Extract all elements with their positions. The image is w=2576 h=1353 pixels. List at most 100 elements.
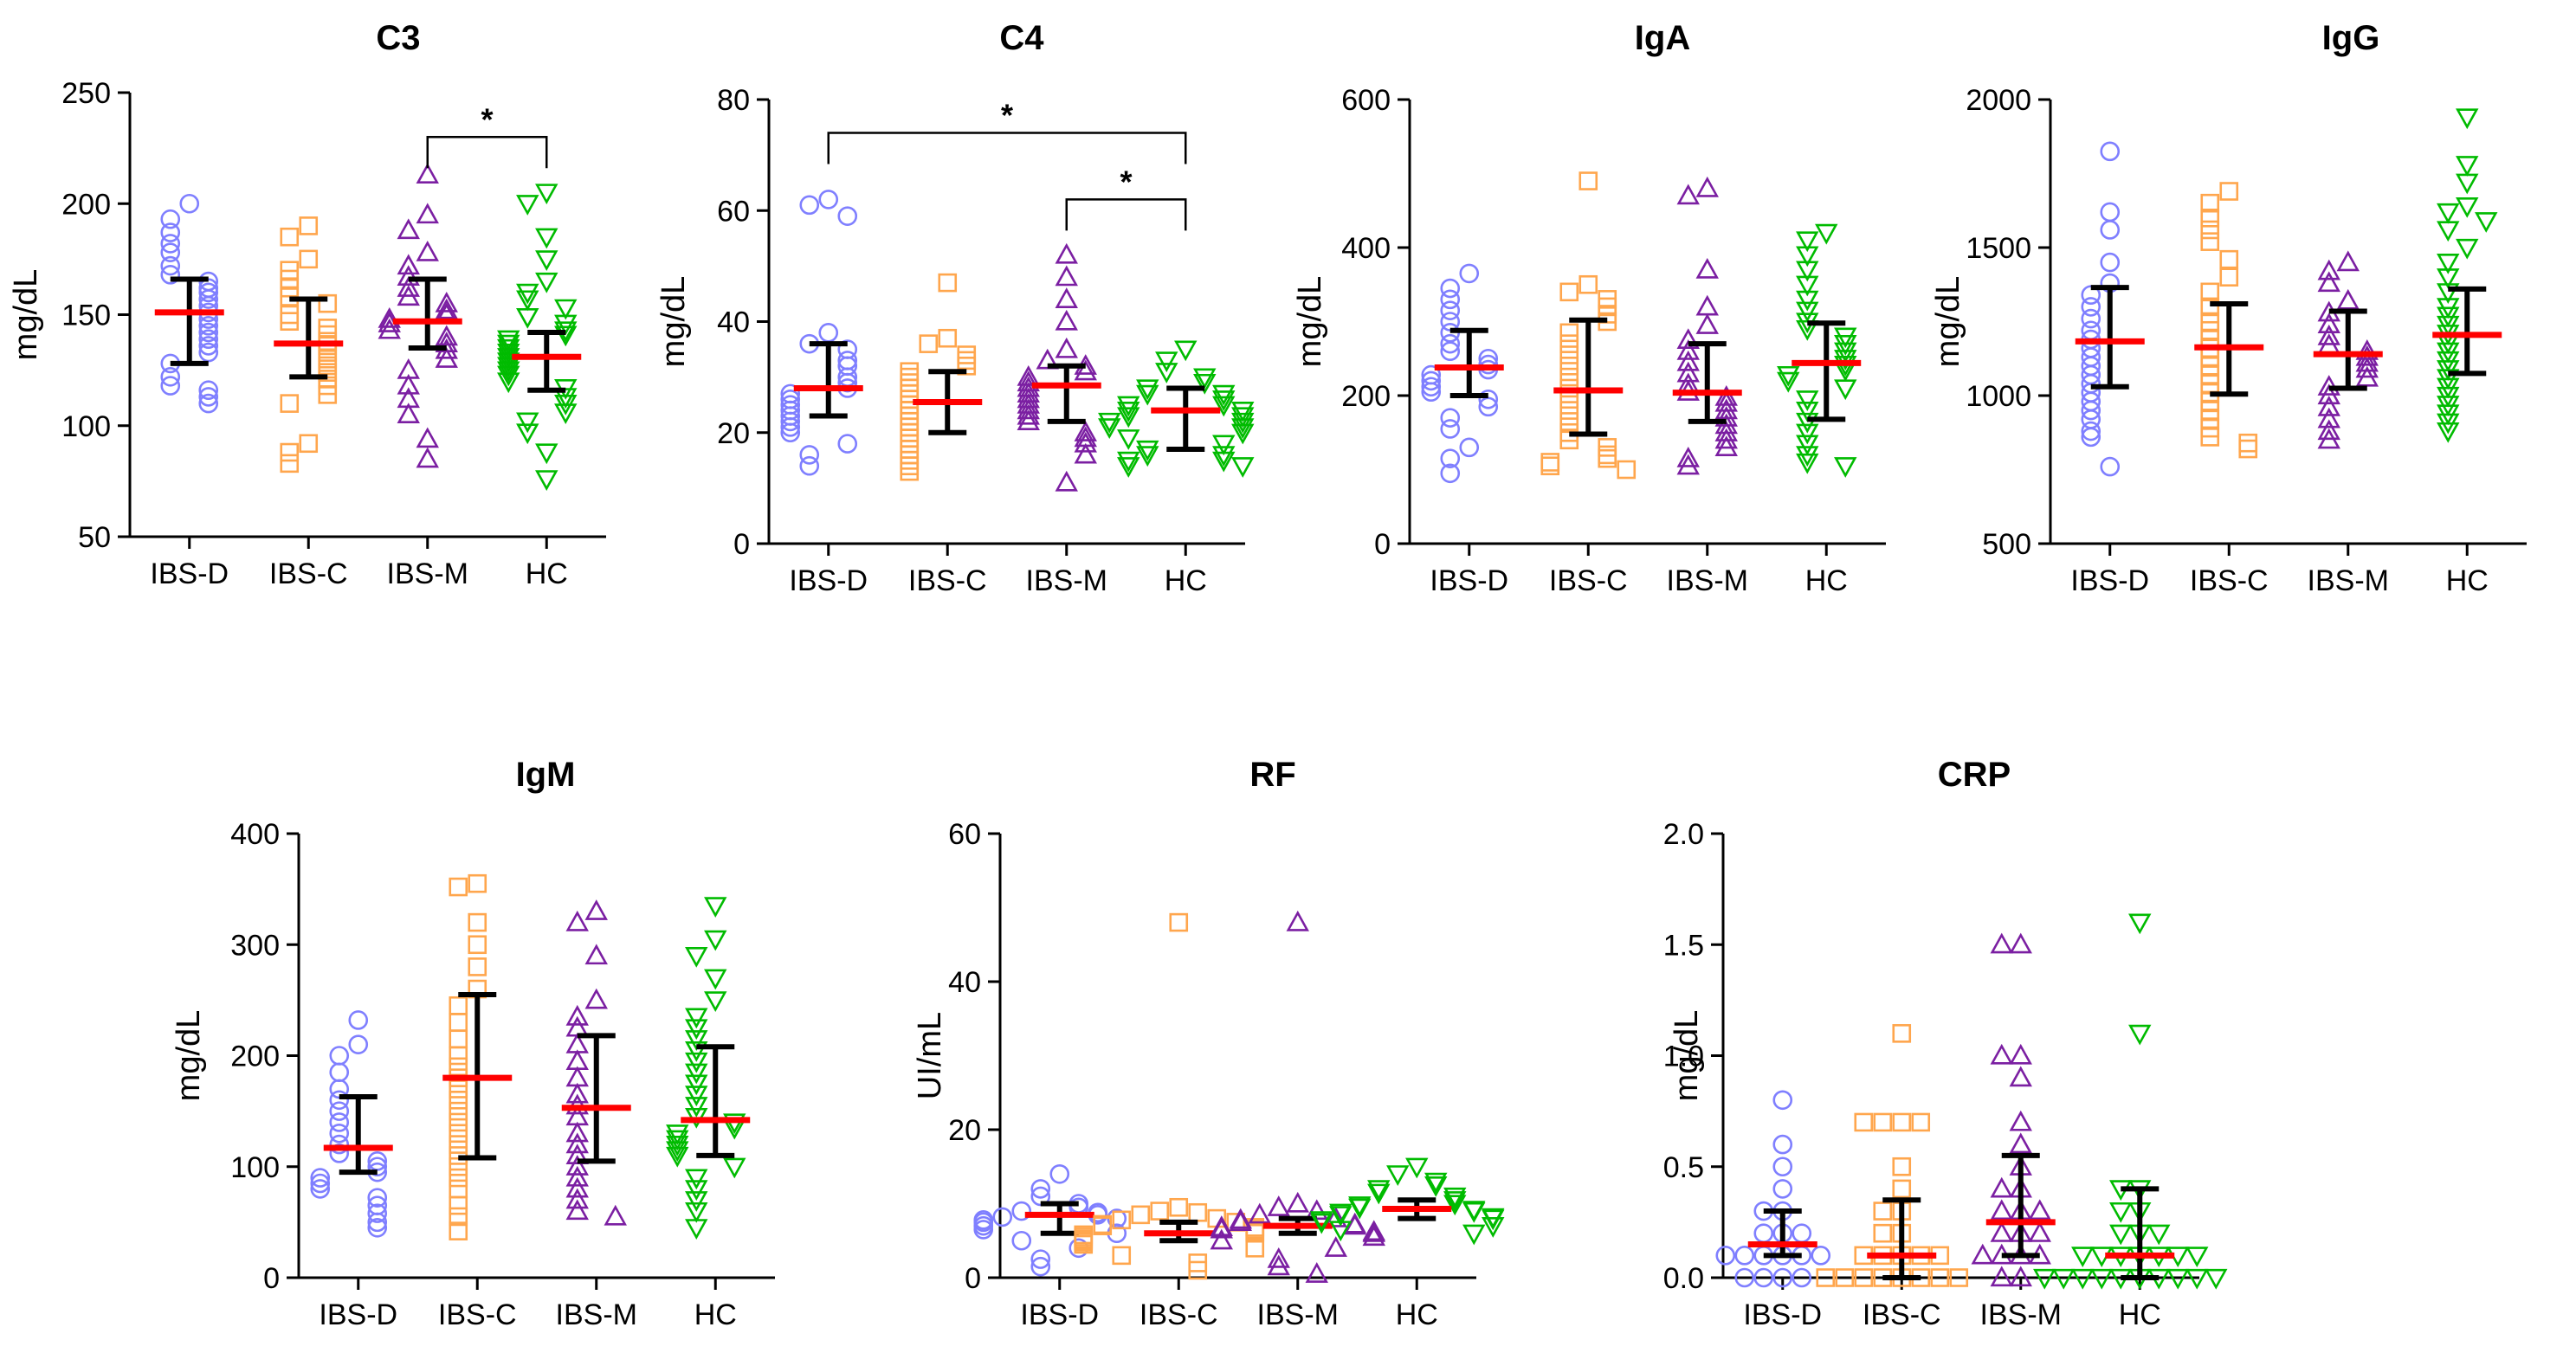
data-point <box>449 877 468 897</box>
data-point <box>280 394 300 413</box>
x-tick-label: IBS-C <box>269 557 348 590</box>
data-point <box>1030 1256 1051 1277</box>
data-point <box>1440 419 1461 439</box>
data-point <box>2147 1224 2171 1246</box>
data-point <box>685 1219 708 1240</box>
data-point <box>2219 267 2239 287</box>
data-point <box>2219 249 2239 269</box>
data-point <box>1367 1180 1391 1202</box>
data-point <box>1405 1157 1429 1179</box>
panel-c4: C4 mg/dL 0 20 40 60 80 IBS-D IBS-C IBS-M HC * * <box>655 19 1255 597</box>
x-tick-label: IBS-M <box>1980 1298 2062 1331</box>
x-tick-label: IBS-D <box>2070 564 2149 597</box>
significance-label: * <box>1120 164 1132 199</box>
data-point <box>1267 1195 1290 1216</box>
x-tick-label: IBS-D <box>1020 1298 1099 1331</box>
data-point <box>1598 448 1617 468</box>
data-point <box>973 1220 994 1240</box>
y-tick-label: 80 <box>717 84 750 117</box>
data-point <box>198 393 219 414</box>
panel-title: IgM <box>516 756 576 794</box>
data-point <box>2317 428 2340 449</box>
data-point <box>1559 367 1579 387</box>
data-point <box>1169 1197 1189 1217</box>
panel-iga: IgA mg/dL 0 200 400 600 IBS-D IBS-C IBS-M HC <box>1292 19 1886 597</box>
data-point <box>2456 173 2479 195</box>
data-point <box>1695 257 1719 279</box>
series-ibs-m <box>1017 242 1101 492</box>
data-point <box>1540 456 1560 476</box>
data-point <box>1011 1201 1032 1221</box>
x-tick-label: IBS-C <box>1549 564 1628 597</box>
data-point <box>468 873 487 893</box>
data-point <box>516 283 539 305</box>
data-point <box>1421 382 1442 403</box>
data-point <box>179 193 200 214</box>
data-point <box>900 445 920 465</box>
data-point <box>685 1008 708 1029</box>
data-point <box>1117 396 1140 417</box>
data-point <box>1753 1267 1774 1288</box>
data-point <box>329 1123 350 1144</box>
data-point <box>435 291 458 312</box>
data-point <box>1834 335 1857 356</box>
data-point <box>685 1074 708 1096</box>
data-point <box>348 1010 369 1030</box>
data-point <box>198 289 219 309</box>
data-point <box>1834 457 1857 478</box>
data-point <box>1421 377 1442 397</box>
data-point <box>2009 1110 2032 1131</box>
data-point <box>2355 357 2379 378</box>
data-point <box>685 1030 708 1051</box>
data-point <box>723 1113 746 1135</box>
data-point <box>299 216 319 235</box>
data-point <box>449 1179 468 1199</box>
data-point <box>1796 290 1819 312</box>
data-point <box>799 445 820 465</box>
data-point <box>1248 1202 1271 1224</box>
data-point <box>900 461 920 481</box>
data-point <box>900 422 920 442</box>
data-point <box>329 1090 350 1111</box>
data-point <box>1714 398 1738 420</box>
data-point <box>367 1217 388 1238</box>
data-point <box>2336 288 2360 310</box>
series-hc <box>1777 223 1862 478</box>
data-point <box>2456 156 2479 177</box>
data-point <box>1892 1156 1912 1176</box>
data-point <box>1714 385 1738 406</box>
panel-title: IgG <box>2322 19 2380 57</box>
panel-igg: IgG mg/dL 500 1000 1500 2000 IBS-D IBS-C IBS-M HC <box>1930 19 2527 597</box>
data-point <box>1030 1249 1051 1269</box>
data-point <box>2071 1247 2095 1268</box>
data-point <box>1792 1223 1812 1243</box>
data-point <box>1911 1112 1931 1132</box>
data-point <box>554 325 578 347</box>
data-point <box>1990 1199 2013 1221</box>
data-point <box>780 411 801 432</box>
data-point <box>1777 365 1800 387</box>
data-point <box>1136 379 1159 401</box>
data-point <box>2205 1268 2228 1290</box>
data-point <box>2200 193 2220 213</box>
data-point <box>685 1202 708 1223</box>
data-point <box>704 930 727 951</box>
data-point <box>565 910 589 931</box>
data-point <box>1155 351 1178 373</box>
data-point <box>900 367 920 387</box>
data-point <box>1329 1221 1353 1242</box>
series-ibs-d <box>1421 263 1504 484</box>
y-tick-label: 100 <box>230 1151 280 1184</box>
data-point <box>160 242 181 262</box>
data-point <box>1074 1234 1094 1254</box>
data-point <box>1772 1267 1793 1288</box>
data-point <box>1714 413 1738 435</box>
data-point <box>1440 341 1461 362</box>
series-hc <box>2033 913 2228 1290</box>
data-point <box>2200 282 2220 302</box>
series-ibs-c <box>1816 1024 1969 1287</box>
data-point <box>837 372 858 393</box>
data-point <box>919 334 939 353</box>
data-point <box>1892 1179 1912 1199</box>
data-point <box>449 1156 468 1176</box>
